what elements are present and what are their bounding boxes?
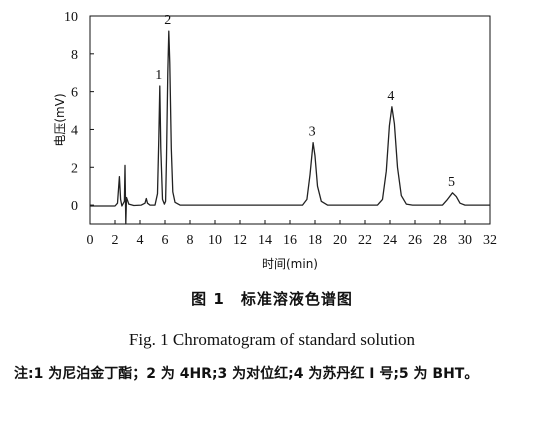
y-tick-label: 0 bbox=[71, 199, 78, 214]
y-axis-title: 电压(mV) bbox=[53, 93, 67, 146]
peak-label-5: 5 bbox=[448, 175, 455, 190]
figure-caption-chinese: 图 1 标准溶液色谱图 bbox=[191, 290, 353, 308]
x-tick-label: 8 bbox=[187, 233, 194, 248]
peak-label-1: 1 bbox=[155, 68, 162, 83]
x-tick-label: 6 bbox=[162, 233, 169, 248]
x-tick-label: 30 bbox=[458, 233, 472, 248]
peak-labels: 1 2 3 4 5 bbox=[155, 13, 455, 190]
x-tick-label: 4 bbox=[137, 233, 144, 248]
x-tick-label: 18 bbox=[308, 233, 322, 248]
x-tick-label: 32 bbox=[483, 233, 497, 248]
peak-label-2: 2 bbox=[164, 13, 171, 28]
x-tick-label: 10 bbox=[208, 233, 222, 248]
x-tick-label: 20 bbox=[333, 233, 347, 248]
x-tick-label: 28 bbox=[433, 233, 447, 248]
x-tick-label: 22 bbox=[358, 233, 372, 248]
x-tick-label: 2 bbox=[112, 233, 119, 248]
y-tick-label: 8 bbox=[71, 48, 78, 63]
x-axis-ticks: 0 2 4 6 8 10 12 14 16 18 20 22 24 26 28 30 32 bbox=[87, 220, 497, 248]
y-tick-label: 4 bbox=[71, 123, 78, 138]
x-tick-label: 0 bbox=[87, 233, 94, 248]
x-tick-label: 16 bbox=[283, 233, 297, 248]
x-tick-label: 26 bbox=[408, 233, 422, 248]
plot-frame bbox=[89, 15, 491, 225]
figure-note: 注:1 为尼泊金丁酯；2 为 4HR;3 为对位红;4 为苏丹红 I 号;5 为… bbox=[14, 366, 479, 382]
y-tick-label: 6 bbox=[71, 86, 78, 101]
x-tick-label: 12 bbox=[233, 233, 247, 248]
y-tick-label: 2 bbox=[71, 161, 78, 176]
y-axis-ticks: 0 2 4 6 8 10 bbox=[64, 10, 94, 214]
y-tick-label: 10 bbox=[64, 10, 78, 25]
peak-label-4: 4 bbox=[387, 89, 394, 104]
peak-label-3: 3 bbox=[309, 125, 316, 140]
x-axis-title: 时间(min) bbox=[262, 257, 318, 271]
x-tick-label: 24 bbox=[383, 233, 397, 248]
x-tick-label: 14 bbox=[258, 233, 272, 248]
chromatogram-trace bbox=[90, 30, 490, 225]
figure-caption-english: Fig. 1 Chromatogram of standard solution bbox=[128, 330, 416, 349]
